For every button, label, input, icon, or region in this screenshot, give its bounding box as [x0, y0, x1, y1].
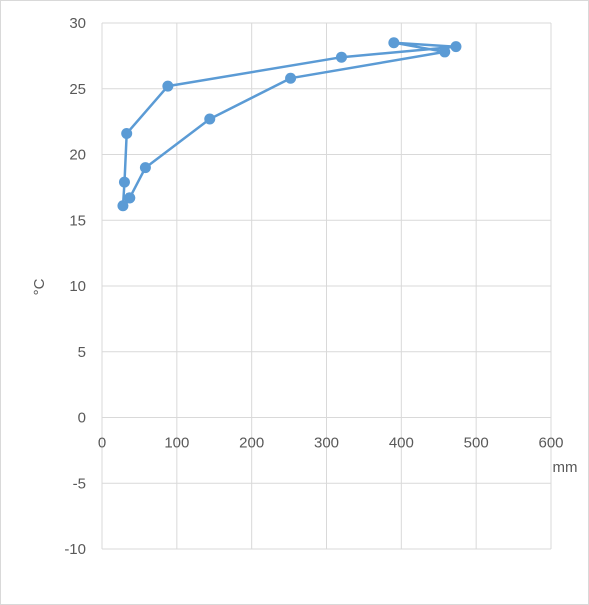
data-point — [204, 113, 216, 125]
series-lines — [121, 41, 458, 208]
y-tick-label: 0 — [78, 410, 86, 427]
x-tick-label: 500 — [464, 435, 489, 452]
data-point — [335, 51, 347, 63]
data-point — [124, 192, 136, 204]
series-line — [121, 41, 458, 208]
data-point — [388, 37, 400, 49]
x-tick-label: 0 — [98, 435, 106, 452]
data-point — [121, 127, 133, 139]
y-tick-label: 5 — [78, 344, 86, 361]
y-tick-label: 10 — [69, 278, 86, 295]
x-axis-title: mm — [553, 459, 578, 476]
y-tick-label: 30 — [69, 15, 86, 32]
data-point — [285, 72, 297, 84]
data-point — [439, 46, 451, 58]
x-tick-label: 100 — [164, 435, 189, 452]
data-point — [118, 176, 130, 188]
x-tick-label: 600 — [538, 435, 563, 452]
y-axis-title: °C — [31, 278, 48, 295]
data-point — [139, 162, 151, 174]
series-markers — [117, 37, 462, 212]
data-point — [162, 80, 174, 92]
y-tick-label: 25 — [69, 81, 86, 98]
x-tick-label: 200 — [239, 435, 264, 452]
y-tick-label: 20 — [69, 147, 86, 164]
data-point — [117, 200, 129, 212]
data-point — [450, 41, 462, 53]
y-tick-label: 15 — [69, 212, 86, 229]
x-tick-label: 300 — [314, 435, 339, 452]
gridlines — [101, 22, 552, 550]
x-tick-label: 400 — [389, 435, 414, 452]
y-tick-label: -10 — [64, 541, 86, 558]
y-tick-label: -5 — [73, 475, 86, 492]
